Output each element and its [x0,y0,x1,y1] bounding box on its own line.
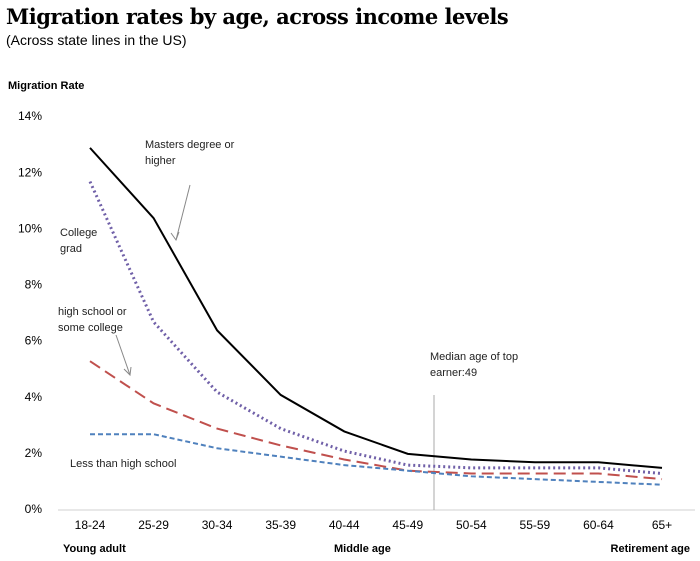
y-tick-label: 10% [18,221,42,235]
series-label: Masters degree or higher [145,139,235,167]
group-label: Middle age [334,543,391,555]
y-tick-label: 12% [18,165,42,179]
group-label: Retirement age [610,543,690,555]
series-label: Less than high school [70,458,177,470]
x-tick-label: 45-49 [392,518,423,532]
y-tick-label: 6% [25,334,43,348]
arrow [115,334,131,376]
group-label: Young adult [63,543,126,555]
x-tick-label: 40-44 [329,518,360,532]
series-label: College grad [60,227,98,255]
series-line [90,433,663,486]
x-tick-label: 65+ [652,518,672,532]
arrow-head [123,366,132,377]
series-line [88,180,663,476]
y-tick-label: 14% [18,109,42,123]
y-tick-label: 4% [25,390,43,404]
chart-title: Migration rates by age, across income le… [6,4,509,29]
x-tick-label: 25-29 [138,518,169,532]
x-tick-label: 50-54 [456,518,487,532]
arrow-head [170,231,180,242]
y-tick-label: 0% [25,502,43,516]
y-tick-label: 2% [25,446,43,460]
y-axis-label: Migration Rate [8,80,85,92]
x-tick-label: 55-59 [520,518,551,532]
x-tick-label: 60-64 [583,518,614,532]
y-tick-label: 8% [25,278,43,292]
series-line [89,360,663,481]
x-tick-label: 18-24 [75,518,106,532]
arrow [175,184,191,241]
series-line [89,147,663,469]
x-tick-label: 30-34 [202,518,233,532]
annotation: Median age of top earner:49 [430,351,519,379]
series-label: high school or some college [58,306,127,334]
chart-subtitle: (Across state lines in the US) [6,32,187,48]
x-tick-label: 35-39 [265,518,296,532]
